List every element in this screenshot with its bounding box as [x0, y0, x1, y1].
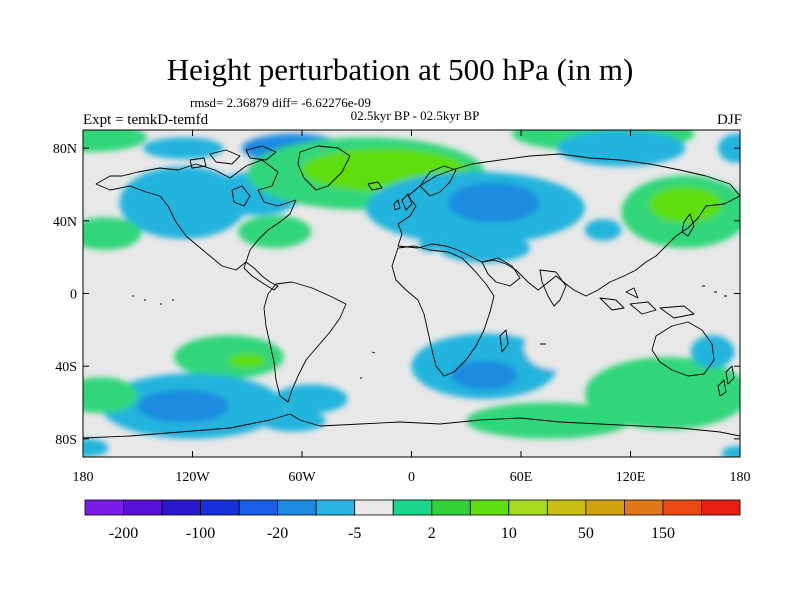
rmsd-diff-stats: rmsd= 2.36879 diff= -6.62276e-09: [190, 95, 371, 110]
coast-arctic-islands: [189, 145, 277, 169]
coast-small-islands: [132, 285, 727, 379]
anomaly-region-cyan: [557, 130, 686, 167]
coast-british-isles: [393, 193, 413, 211]
x-tick-label: 180: [730, 470, 751, 485]
anomaly-region-green: [584, 357, 740, 430]
coast-new-zealand: [717, 365, 735, 397]
x-tick-label: 120W: [175, 470, 210, 485]
anomaly-region-lightgray: [524, 326, 591, 370]
anomaly-region-cyan: [83, 438, 109, 457]
axis-labels: 180 120W 60W 0 60E 120E 180 80N 40N 0 40S 80S: [53, 142, 751, 485]
colorbar-swatch: [200, 499, 240, 516]
colorbar-swatch: [123, 499, 163, 516]
colorbar-swatch: [161, 499, 201, 516]
experiment-label: Expt = temkD-temfd: [83, 112, 209, 128]
colorbar-labels: -200 -100 -20 -5 2 10 50 150: [109, 525, 675, 542]
coast-north-america: [95, 159, 297, 271]
colorbar-swatch: [701, 499, 741, 516]
period-label: 02.5kyr BP - 02.5kyr BP: [350, 108, 480, 123]
colorbar-label: -100: [186, 525, 215, 542]
anomaly-region-cyan: [143, 137, 224, 160]
colorbar-swatch: [508, 499, 548, 516]
anomaly-region-cyan: [274, 384, 348, 414]
x-tick-label: 60E: [510, 470, 533, 485]
anomaly-region-blue: [451, 360, 518, 390]
coast-antarctica: [83, 413, 740, 439]
y-tick-label: 40S: [55, 360, 77, 375]
colorbar-label: -200: [109, 525, 138, 542]
colorbar-swatch: [662, 499, 702, 516]
y-tick-label: 80S: [55, 433, 77, 448]
coast-central-america: [243, 261, 279, 291]
colorbar-swatch: [354, 499, 394, 516]
y-tick-label: 80N: [53, 142, 77, 157]
colorbar-label: 10: [501, 525, 517, 542]
colorbar-swatch: [624, 499, 664, 516]
anomaly-region-green: [83, 217, 142, 250]
coast-hudson-bay: [231, 185, 251, 207]
anomaly-region-cyan: [260, 409, 326, 432]
colorbar-swatch: [546, 499, 587, 516]
season-label: DJF: [716, 112, 742, 128]
anomaly-region-blue: [448, 182, 540, 223]
coast-se-asia-islands: [599, 287, 695, 319]
colorbar-swatch: [84, 499, 124, 516]
y-tick-label: 40N: [53, 215, 77, 230]
x-tick-label: 0: [408, 470, 415, 485]
anomaly-contours: [83, 130, 740, 457]
anomaly-region-green: [83, 377, 138, 414]
coast-japan: [681, 213, 695, 237]
coast-africa: [391, 245, 495, 377]
anomaly-region-green: [174, 335, 284, 379]
colorbar-label: 150: [651, 525, 675, 542]
coast-scandinavia: [419, 165, 457, 197]
colorbar-label: 2: [428, 525, 436, 542]
colorbar-label: 50: [578, 525, 594, 542]
coast-iceland: [367, 181, 383, 191]
x-tick-label: 120E: [616, 470, 646, 485]
colorbar-label: -20: [267, 525, 288, 542]
colorbar-swatch: [431, 499, 471, 516]
anomaly-region-blue: [137, 389, 229, 423]
coast-arabia: [481, 257, 521, 287]
anomaly-region-cyan: [584, 219, 622, 241]
axis-ticks: [82, 130, 741, 457]
coast-eurasia: [397, 153, 740, 297]
anomaly-region-cyan: [721, 446, 740, 457]
colorbar-label: -5: [348, 525, 361, 542]
coast-madagascar: [499, 329, 509, 353]
anomaly-region-cyan: [718, 133, 740, 163]
y-tick-label: 0: [70, 288, 77, 303]
anomaly-region-lime: [648, 186, 722, 223]
colorbar-swatch: [238, 499, 279, 516]
coast-greenland: [297, 145, 351, 191]
x-tick-label: 60W: [288, 470, 316, 485]
anomaly-region-lime: [229, 353, 266, 368]
coast-india: [539, 269, 567, 307]
colorbar-swatch: [392, 499, 433, 516]
colorbar-swatch: [585, 499, 625, 516]
coast-south-america: [263, 281, 347, 403]
plot-title: Height perturbation at 500 hPa (in m): [166, 52, 634, 87]
anomaly-region-green: [83, 130, 147, 152]
colorbar-swatch: [277, 499, 317, 516]
x-tick-label: 180: [73, 470, 94, 485]
anomaly-region-green: [238, 215, 312, 249]
colorbar: [84, 499, 741, 516]
anomaly-region-cyan: [438, 233, 531, 263]
colorbar-swatch: [469, 499, 510, 516]
coast-australia: [651, 321, 715, 377]
colorbar-swatch: [315, 499, 356, 516]
coastlines: [83, 145, 740, 439]
